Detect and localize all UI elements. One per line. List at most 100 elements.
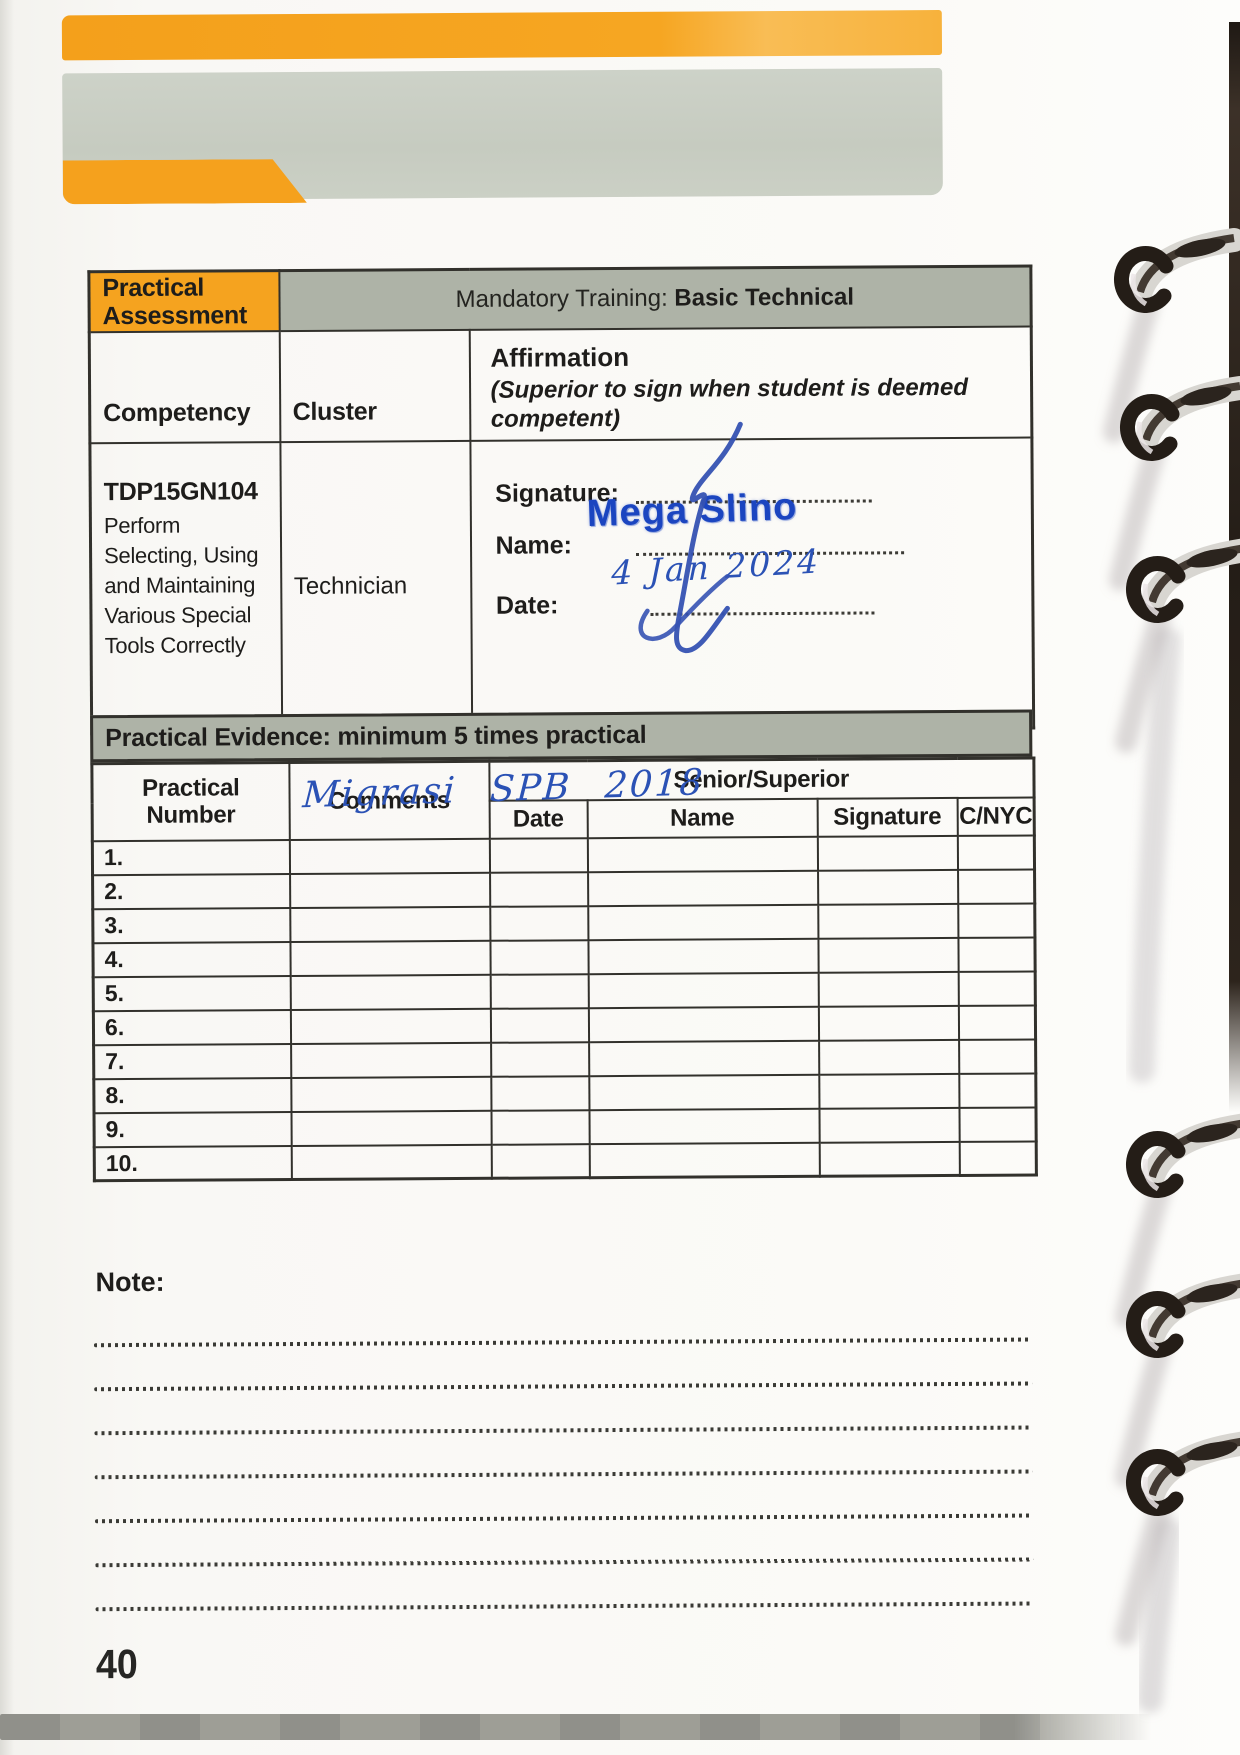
competency-code: TDP15GN104 <box>103 477 258 507</box>
cluster-value-cell: Technician <box>279 440 472 733</box>
empty-cell <box>290 1110 492 1146</box>
ring-shadow-streak <box>1137 1517 1181 1713</box>
note-dotted-line <box>94 1425 1033 1436</box>
empty-cell <box>817 835 958 871</box>
practical-number-cell: 5. <box>93 975 291 1011</box>
competency-cell: TDP15GN104 Perform Selecting, Using and … <box>89 442 282 734</box>
ring-shadow-streak <box>1129 627 1181 1083</box>
empty-cell <box>289 872 490 908</box>
training-prefix: Mandatory Training: <box>455 284 675 313</box>
empty-cell <box>490 1075 589 1111</box>
practical-number-cell: 9. <box>93 1111 292 1147</box>
practical-assessment-header-cell: Practical Assessment <box>88 270 280 333</box>
empty-cell <box>817 903 958 939</box>
empty-cell <box>490 1007 589 1043</box>
evidence-row: 9. <box>93 1106 1037 1147</box>
mandatory-training-cell: Mandatory Training: Basic Technical <box>278 265 1032 332</box>
empty-cell <box>489 905 588 941</box>
note-dotted-line <box>94 1381 1033 1392</box>
empty-cell <box>490 1109 590 1145</box>
empty-cell <box>489 837 588 873</box>
practical-number-cell: 3. <box>92 907 290 943</box>
practical-number-cell: 10. <box>94 1145 292 1181</box>
practical-number-cell: 4. <box>92 941 291 977</box>
evidence-row: 2. <box>92 868 1035 909</box>
col-header-signature: Signature <box>817 797 958 837</box>
spiral-binding <box>1000 22 1240 1713</box>
empty-cell <box>588 1040 819 1076</box>
empty-cell <box>818 1073 959 1109</box>
empty-cell <box>588 1074 819 1110</box>
page-number: 40 <box>95 1640 138 1688</box>
affirmation-title: Affirmation <box>490 341 630 373</box>
empty-cell <box>588 1108 820 1144</box>
practical-number-cell: 8. <box>93 1077 291 1113</box>
empty-cell <box>587 938 819 974</box>
binding-ring <box>1126 1438 1240 1635</box>
empty-cell <box>817 937 959 973</box>
note-dotted-line <box>95 1601 1034 1612</box>
empty-cell <box>290 1076 491 1112</box>
binding-ring <box>1126 545 1240 742</box>
practical-number-cell: 2. <box>92 873 290 909</box>
competency-column-header: Competency <box>89 331 280 444</box>
empty-cell <box>289 940 491 976</box>
empty-cell <box>489 939 589 975</box>
competency-description: Perform Selecting, Using and Maintaining… <box>103 512 259 659</box>
empty-cell <box>587 836 818 872</box>
practical-assessment-table: Practical Assessment Mandatory Training:… <box>87 264 1036 735</box>
note-dotted-line <box>95 1557 1034 1568</box>
header-orange-bar <box>61 10 943 61</box>
practical-evidence-band: Practical Evidence: minimum 5 times prac… <box>90 709 1033 763</box>
empty-cell <box>588 972 819 1008</box>
evidence-row: 4. <box>92 936 1036 977</box>
cluster-column-header: Cluster <box>279 329 470 443</box>
empty-cell <box>587 870 818 906</box>
empty-cell <box>818 1005 959 1041</box>
empty-cell <box>289 906 490 942</box>
evidence-row: 6. <box>93 1004 1036 1045</box>
empty-cell <box>589 1142 820 1178</box>
evidence-row: 10. <box>94 1140 1037 1181</box>
note-dotted-line <box>94 1513 1033 1524</box>
note-lines <box>93 1337 1034 1651</box>
col-header-practical-number: Practical Number <box>91 762 290 841</box>
note-dotted-line <box>94 1469 1033 1480</box>
evidence-row: 8. <box>93 1072 1037 1113</box>
empty-cell <box>490 973 589 1009</box>
practical-number-cell: 7. <box>93 1043 291 1079</box>
empty-cell <box>587 904 818 940</box>
empty-cell <box>290 974 491 1010</box>
evidence-table-body: 1. 2. 3. 4. 5. 6. 7. 8. 9. 10. <box>92 834 1037 1181</box>
empty-cell <box>290 1042 491 1078</box>
handwritten-signature-stroke <box>638 421 743 654</box>
scan-right-edge <box>1229 22 1240 1112</box>
date-label: Date: <box>495 591 559 620</box>
evidence-row: 1. <box>92 834 1035 875</box>
evidence-row: 5. <box>93 970 1036 1011</box>
training-value: Basic Technical <box>674 283 855 312</box>
empty-cell <box>817 869 958 905</box>
evidence-row: 3. <box>92 902 1035 943</box>
empty-cell <box>588 1006 819 1042</box>
empty-cell <box>491 1143 590 1179</box>
practical-evidence-table: Practical Number Comments Senior/Superio… <box>90 756 1038 1183</box>
empty-cell <box>291 1144 492 1180</box>
empty-cell <box>289 838 490 874</box>
page-left-edge-shading <box>0 0 14 1755</box>
note-dotted-line <box>93 1337 1032 1348</box>
empty-cell <box>818 1107 960 1143</box>
empty-cell <box>489 871 588 907</box>
scan-bottom-edge <box>0 1714 1152 1740</box>
empty-cell <box>819 1141 960 1177</box>
practical-number-cell: 1. <box>92 839 290 875</box>
empty-cell <box>818 1039 959 1075</box>
header-orange-accent <box>63 159 307 204</box>
note-label: Note: <box>95 1266 165 1298</box>
empty-cell <box>490 1041 589 1077</box>
evidence-row: 7. <box>93 1038 1036 1079</box>
empty-cell <box>818 971 959 1007</box>
practical-number-cell: 6. <box>93 1009 291 1045</box>
